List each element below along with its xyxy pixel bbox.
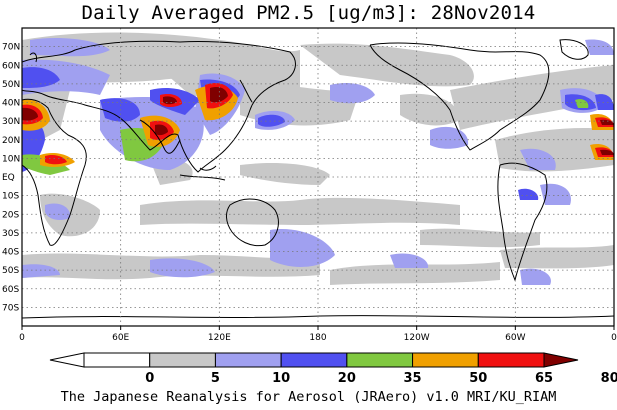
lat-label: 60N [2,61,20,71]
coast-europe-asia [22,40,296,173]
lon-label: 0 [19,333,25,343]
footer-credit: The Japanese Reanalysis for Aerosol (JRA… [60,389,557,405]
lat-label: 30S [2,229,19,239]
colorbar-segments [83,352,545,368]
longitude-labels: 0 60E 120E 180 120W 60W 0 [19,326,617,343]
lat-label: 60S [2,285,19,295]
colorbar-tick-label: 0 [145,371,154,386]
lat-label: 30N [2,117,20,127]
lat-label: 70S [2,303,19,313]
colorbar-tick-label: 5 [211,371,220,386]
colorbar-high-triangle [543,352,579,368]
colorbar-segment [280,352,348,368]
coast-north-america [369,42,550,151]
lat-label: 10S [2,192,19,202]
map-title: Daily Averaged PM2.5 [ug/m3]: 28Nov2014 [81,2,536,24]
lat-label: 50N [2,80,20,90]
colorbar-low-triangle [49,352,85,368]
lon-label: 0 [611,333,617,343]
lon-label: 60W [505,333,525,343]
coast-australia [226,198,279,247]
coast-africa [22,98,87,246]
colorbar-segment [214,352,282,368]
coast-south-america [497,162,548,282]
colorbar: 0 5 10 20 35 50 65 80 [49,352,617,386]
lat-label: 20N [2,136,20,146]
latitude-labels: 70N 60N 50N 40N 30N 20N 10N EQ 10S 20S 30S 40S 50S 60… [2,43,20,314]
lon-label: 180 [309,333,326,343]
coast-india [139,119,181,154]
colorbar-tick-label: 35 [404,371,422,386]
lat-label: 50S [2,266,19,276]
colorbar-tick-labels: 0 5 10 20 35 50 65 80 [145,371,617,386]
lon-label: 60E [112,333,129,343]
colorbar-tick-label: 65 [535,371,553,386]
colorbar-tick-label: 50 [469,371,487,386]
lat-label: 40N [2,99,20,109]
lat-label: 70N [2,43,20,53]
colorbar-segment [477,352,545,368]
coast-antarctica [22,315,614,319]
graticule [22,28,614,326]
lat-label: 40S [2,248,19,258]
coastlines [22,39,614,319]
lon-label: 120W [404,333,430,343]
lat-label: 10N [2,154,20,164]
lat-label: 20S [2,210,19,220]
colorbar-segment [346,352,414,368]
pm25-field [22,32,614,319]
coast-uk [29,52,37,63]
lon-label: 120E [208,333,231,343]
colorbar-segment [149,352,216,368]
colorbar-tick-label: 20 [338,371,356,386]
lat-label: EQ [2,173,15,183]
colorbar-segment [412,352,479,368]
colorbar-segment [83,352,151,368]
coast-greenland [559,39,589,60]
colorbar-tick-label: 80 [601,371,617,386]
colorbar-tick-label: 10 [272,371,290,386]
coast-japan [239,79,253,103]
